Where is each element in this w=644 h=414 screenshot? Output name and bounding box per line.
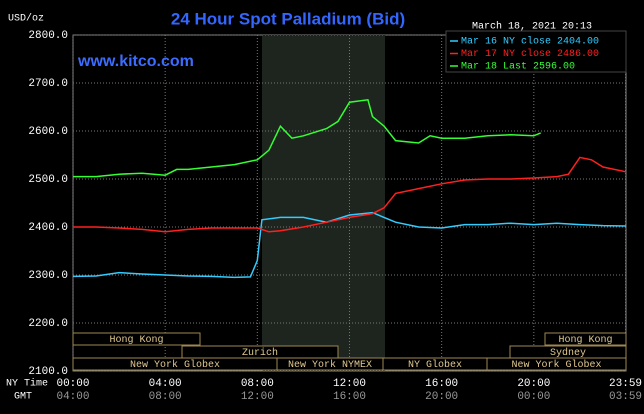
x2-tick-label: 20:00	[425, 391, 458, 403]
y-tick-label: 2500.0	[28, 174, 68, 186]
x2-tick-label: 00:00	[517, 391, 550, 403]
y-tick-label: 2800.0	[28, 30, 68, 42]
session-box	[486, 357, 627, 371]
watermark: www.kitco.com	[77, 53, 194, 70]
y-axis-label: USD/oz	[8, 13, 44, 25]
session-box	[544, 332, 627, 346]
x-axis-label: NY Time	[6, 378, 48, 390]
session-label: Hong Kong	[109, 335, 163, 346]
x2-tick-label: 04:00	[56, 391, 89, 403]
x-tick-label: 08:00	[241, 378, 274, 390]
nymex-shade	[262, 35, 385, 371]
y-tick-label: 2200.0	[28, 318, 68, 330]
y-tick-label: 2300.0	[28, 270, 68, 282]
x2-tick-label: 03:59	[609, 391, 642, 403]
y-tick-label: 2100.0	[28, 366, 68, 378]
chart-title: 24 Hour Spot Palladium (Bid)	[171, 9, 405, 28]
series-line	[73, 156, 627, 233]
x2-axis-label: GMT	[14, 392, 32, 403]
x2-tick-label: 16:00	[333, 391, 366, 403]
session-label: NY Globex	[408, 359, 462, 371]
x2-tick-label: 08:00	[149, 391, 182, 403]
x-tick-label: 00:00	[56, 378, 89, 390]
session-label: Zurich	[242, 347, 278, 359]
timestamp: March 18, 2021 20:13	[472, 21, 592, 33]
session-label: Sydney	[550, 347, 586, 359]
session-box	[72, 332, 201, 346]
session-label: New York NYMEX	[288, 359, 372, 371]
y-tick-label: 2400.0	[28, 222, 68, 234]
x2-tick-label: 12:00	[241, 391, 274, 403]
session-label: New York Globex	[130, 359, 220, 371]
y-tick-label: 2600.0	[28, 126, 68, 138]
legend-label: Mar 17 NY close 2486.00	[461, 48, 599, 60]
legend-label: Mar 18 Last 2596.00	[461, 62, 575, 73]
x-tick-label: 16:00	[425, 378, 458, 390]
y-tick-label: 2700.0	[28, 78, 68, 90]
series-line	[73, 98, 541, 178]
x-tick-label: 04:00	[149, 378, 182, 390]
session-label: New York Globex	[511, 359, 601, 371]
x-tick-label: 20:00	[517, 378, 550, 390]
session-label: Hong Kong	[558, 335, 612, 346]
x-tick-label: 23:59	[609, 378, 642, 390]
legend-label: Mar 16 NY close 2404.00	[461, 36, 599, 48]
legend-box	[445, 30, 627, 73]
x-tick-label: 12:00	[333, 378, 366, 390]
